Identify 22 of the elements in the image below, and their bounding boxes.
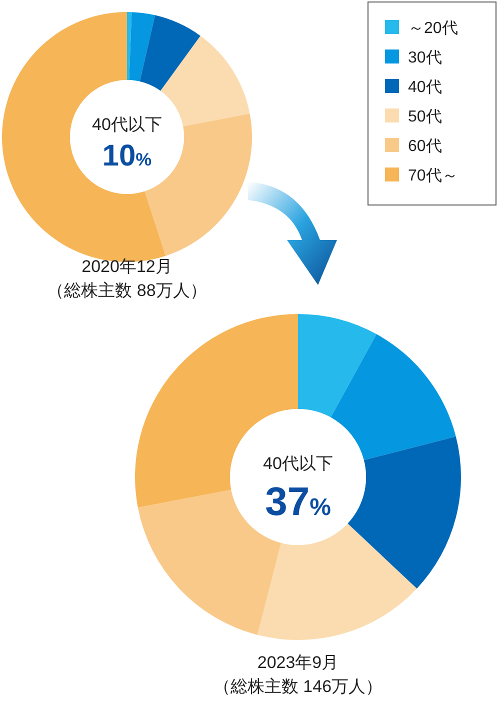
- donut-slice: [257, 524, 417, 640]
- legend-label: 30代: [408, 50, 442, 66]
- text: 2023年9月: [257, 653, 339, 672]
- text: 37%: [265, 480, 331, 524]
- text: 10%: [102, 140, 152, 172]
- text: 40代以下: [263, 454, 333, 473]
- legend-label: 40代: [408, 79, 442, 96]
- donut-slice: [127, 12, 132, 80]
- legend-label: 70代～: [408, 168, 458, 184]
- donut-slice: [140, 15, 200, 91]
- text: （総株主数 88万人）: [47, 281, 207, 300]
- text: （総株主数 146万人）: [213, 677, 383, 696]
- donut-slice: [298, 314, 377, 418]
- legend-label: 50代: [408, 108, 442, 126]
- donut-slice: [160, 36, 250, 126]
- donut-slice: [330, 334, 456, 460]
- text: 2020年12月: [82, 257, 172, 276]
- legend-label: 60代: [408, 138, 442, 155]
- text: 40代以下: [92, 115, 162, 134]
- legend-label: ～20代: [408, 20, 458, 37]
- donut-slice: [129, 12, 156, 82]
- donut-slice: [348, 436, 461, 589]
